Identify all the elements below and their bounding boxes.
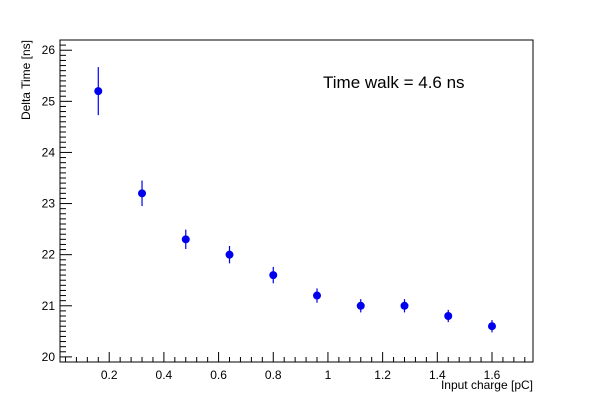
ticks: 0.2 0.4 0.6 0.8 1 1.2 1.4 1.6 20 21 22 23 24 25 26 bbox=[42, 39, 526, 382]
x-axis-label: Input charge [pC] bbox=[441, 378, 533, 392]
time-walk-annotation: Time walk = 4.6 ns bbox=[323, 73, 465, 92]
data-point bbox=[487, 322, 496, 331]
data-point bbox=[400, 301, 409, 310]
data-point bbox=[356, 301, 365, 310]
y-tick-label: 22 bbox=[42, 248, 56, 262]
plot-frame bbox=[59, 39, 534, 363]
x-tick-label: 0.4 bbox=[156, 368, 173, 382]
data-point bbox=[94, 87, 103, 96]
y-tick-label: 20 bbox=[42, 350, 56, 364]
x-tick-label: 1.2 bbox=[374, 368, 391, 382]
y-tick-label: 24 bbox=[42, 145, 56, 159]
data-point bbox=[181, 235, 190, 244]
data-point bbox=[313, 291, 322, 300]
data-point bbox=[444, 312, 453, 320]
y-tick-label: 26 bbox=[42, 43, 56, 57]
x-tick-label: 0.6 bbox=[210, 368, 227, 382]
y-axis-label: Delta Time [ns] bbox=[19, 40, 33, 120]
x-tick-label: 1.6 bbox=[484, 368, 501, 382]
data-point bbox=[269, 271, 278, 280]
data-point bbox=[138, 189, 147, 198]
data-point bbox=[225, 250, 234, 259]
data-points bbox=[94, 67, 496, 333]
x-tick-label: 1 bbox=[325, 368, 332, 382]
x-tick-label: 1.4 bbox=[429, 368, 446, 382]
y-tick-label: 23 bbox=[42, 197, 56, 211]
x-tick-label: 0.8 bbox=[265, 368, 282, 382]
x-tick-label: 0.2 bbox=[101, 368, 118, 382]
y-tick-label: 25 bbox=[42, 94, 56, 108]
y-tick-label: 21 bbox=[42, 299, 56, 313]
